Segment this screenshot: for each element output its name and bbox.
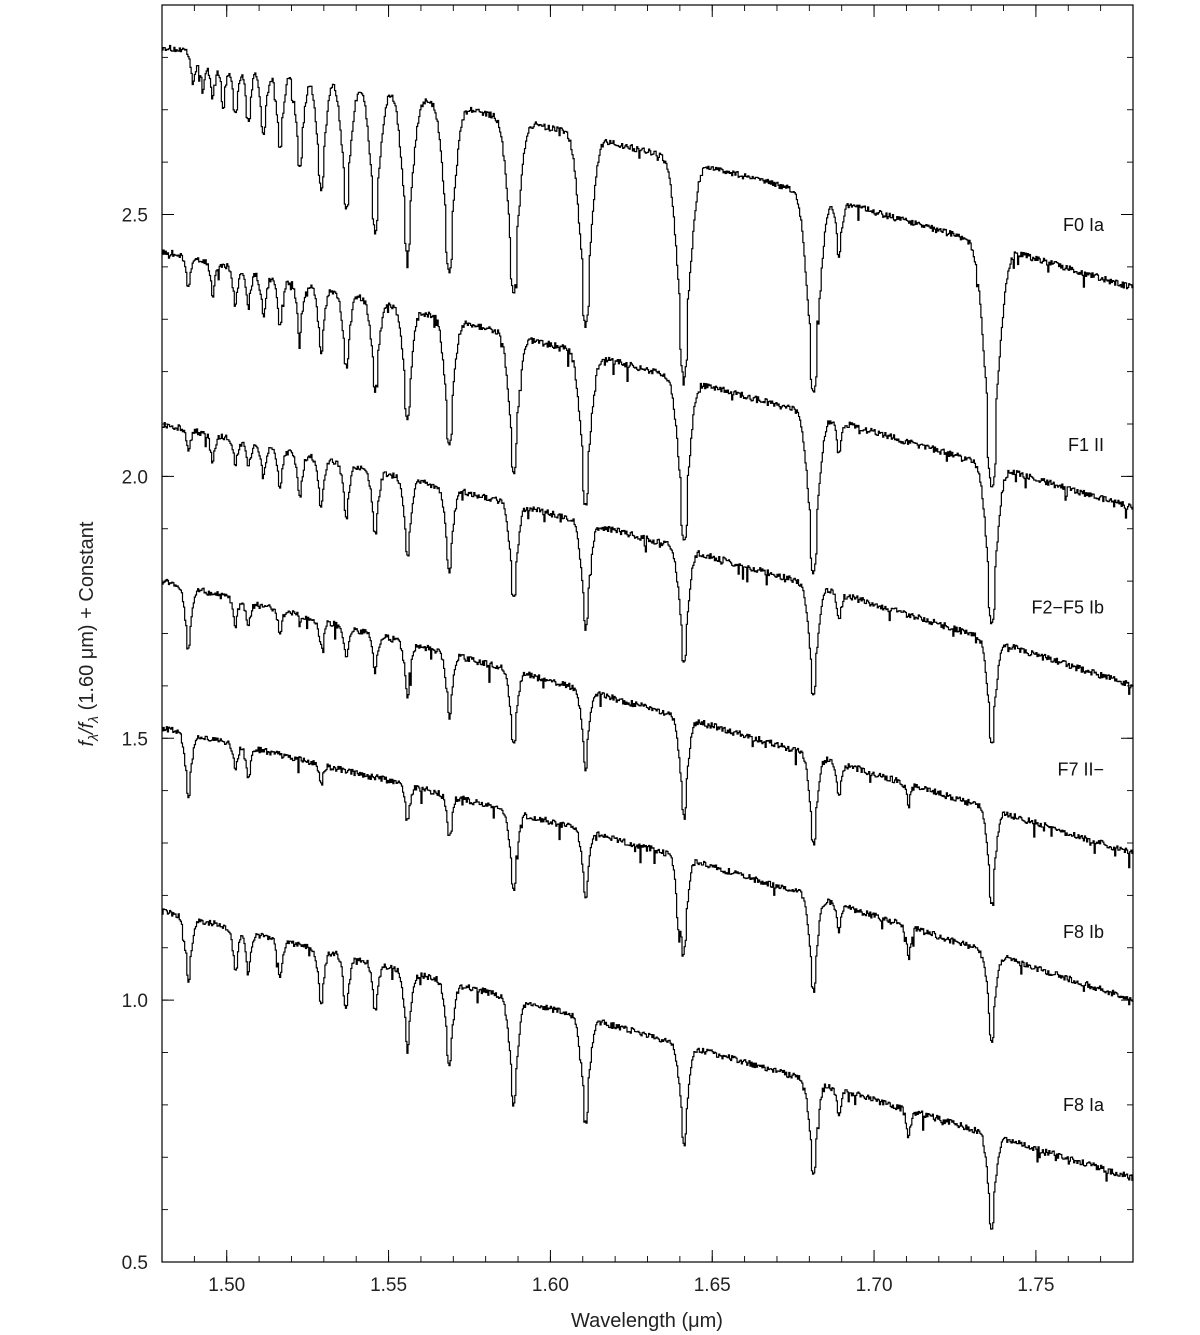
y-tick-label: 2.0 bbox=[122, 467, 148, 488]
y-tick-label: 1.0 bbox=[122, 991, 148, 1012]
y-title-part-1: f bbox=[76, 738, 98, 746]
y-axis-title: fλ/fλ (1.60 μm) + Constant bbox=[76, 521, 101, 746]
x-tick-label: 1.70 bbox=[856, 1275, 893, 1296]
x-tick-label: 1.60 bbox=[532, 1275, 569, 1296]
y-title-part-3: /f bbox=[76, 720, 98, 736]
axis-ticks bbox=[161, 4, 1134, 1263]
y-title-part-4: λ bbox=[85, 716, 101, 724]
series-label: F8 Ib bbox=[1063, 922, 1104, 942]
plot-frame bbox=[161, 4, 1134, 1263]
series-label: F0 Ia bbox=[1063, 215, 1105, 235]
spectra-series bbox=[162, 44, 1134, 1230]
x-tick-labels: 1.50 1.55 1.60 1.65 1.70 1.75 bbox=[208, 1275, 1054, 1296]
y-title-part-5: (1.60 μm) + Constant bbox=[76, 521, 98, 716]
y-tick-label: 0.5 bbox=[122, 1253, 148, 1274]
spectrum-line bbox=[162, 726, 1134, 1043]
y-tick-labels: 0.5 1.0 1.5 2.0 2.5 bbox=[122, 206, 148, 1275]
y-tick-label: 1.5 bbox=[122, 729, 148, 750]
x-tick-label: 1.75 bbox=[1017, 1275, 1054, 1296]
spectrum-line bbox=[162, 249, 1134, 625]
series-labels: F0 Ia F1 II F2−F5 Ib F7 II− F8 Ib F8 Ia bbox=[1031, 215, 1105, 1115]
series-label: F7 II− bbox=[1057, 760, 1104, 780]
x-tick-label: 1.65 bbox=[694, 1275, 731, 1296]
x-axis-title: Wavelength (μm) bbox=[571, 1310, 723, 1332]
x-tick-label: 1.50 bbox=[208, 1275, 245, 1296]
x-tick-label: 1.55 bbox=[370, 1275, 407, 1296]
spectrum-line bbox=[162, 578, 1134, 907]
spectrum-line bbox=[162, 908, 1134, 1230]
spectrum-line bbox=[162, 44, 1134, 488]
series-label: F2−F5 Ib bbox=[1031, 597, 1104, 617]
y-title-part-2: λ bbox=[85, 734, 101, 742]
spectrum-line bbox=[162, 422, 1134, 744]
series-label: F1 II bbox=[1068, 435, 1104, 455]
y-tick-label: 2.5 bbox=[122, 206, 148, 227]
series-label: F8 Ia bbox=[1063, 1095, 1105, 1115]
